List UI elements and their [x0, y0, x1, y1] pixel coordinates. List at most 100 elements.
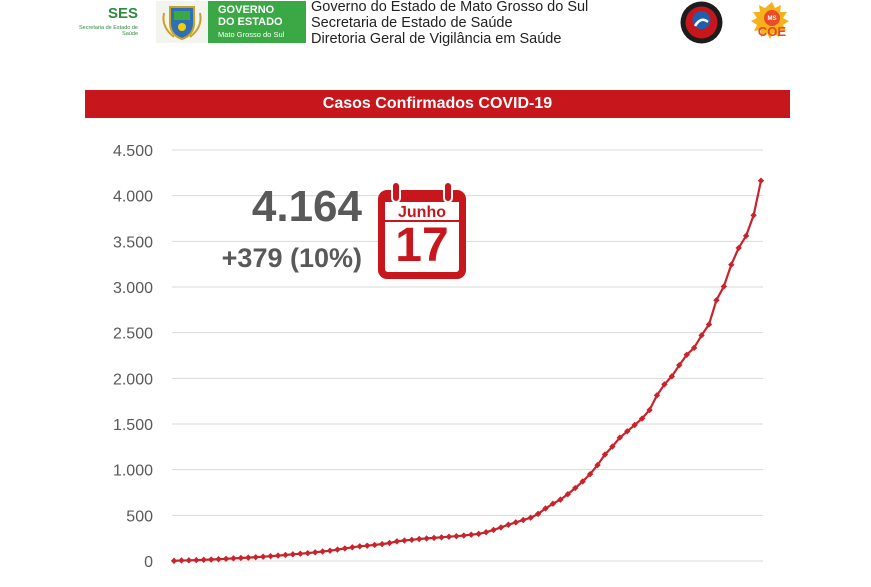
- coe-logo: MS COE: [748, 0, 796, 44]
- health-emblem-icon: [679, 0, 724, 45]
- chart-grid: [172, 149, 763, 562]
- data-point: [720, 283, 728, 290]
- data-point: [267, 552, 274, 560]
- data-point: [423, 535, 430, 542]
- y-axis: 0 500 1.000 1.500 2.000 2.500 3.000 3.500 4.000 4…: [113, 143, 153, 571]
- government-logo: GOVERNO DO ESTADO Mato Grosso do Sul: [156, 1, 306, 43]
- data-point: [341, 545, 349, 552]
- data-point: [445, 533, 453, 540]
- header-text-block: Governo do Estado de Mato Grosso do Sul …: [311, 0, 588, 47]
- data-point: [572, 484, 579, 492]
- data-point: [378, 540, 386, 548]
- data-point: [356, 543, 363, 550]
- data-point: [638, 415, 646, 422]
- data-point: [460, 532, 467, 539]
- data-point: [304, 549, 311, 557]
- data-point: [259, 553, 267, 560]
- data-points: [170, 177, 765, 565]
- data-point: [653, 392, 661, 399]
- data-point: [624, 428, 631, 435]
- data-point: [728, 261, 735, 268]
- data-point: [237, 554, 245, 562]
- data-point: [527, 514, 534, 521]
- data-point: [482, 529, 490, 536]
- data-point: [252, 553, 259, 561]
- data-point: [245, 554, 252, 561]
- gov-label-line1: GOVERNO: [218, 4, 275, 16]
- y-tick-label: 3.500: [113, 234, 153, 251]
- data-point: [512, 519, 519, 526]
- data-point: [334, 546, 341, 553]
- data-point: [750, 212, 757, 219]
- ses-logo-subtitle: Secretaria de Estado de Saúde: [78, 25, 138, 37]
- y-tick-label: 1.000: [113, 463, 153, 480]
- header: SES Secretaria de Estado de Saúde GOVERN…: [0, 0, 871, 50]
- data-point: [676, 361, 683, 369]
- data-point: [170, 557, 178, 565]
- data-point: [705, 321, 713, 328]
- data-point: [557, 496, 564, 503]
- data-point: [215, 555, 222, 563]
- ses-logo-title: SES: [107, 5, 138, 22]
- data-point: [297, 550, 304, 557]
- data-point: [549, 500, 557, 507]
- data-point: [274, 552, 282, 559]
- data-point: [349, 544, 356, 551]
- y-tick-label: 4.000: [113, 189, 153, 206]
- data-point: [311, 549, 319, 556]
- data-point: [690, 344, 698, 352]
- data-point: [326, 547, 334, 554]
- header-line-secretariat: Secretaria de Estado de Saúde: [311, 15, 513, 31]
- coe-small-label: MS: [768, 16, 777, 22]
- data-point: [520, 516, 527, 524]
- data-point: [564, 491, 572, 498]
- data-point: [178, 557, 185, 564]
- y-tick-label: 4.500: [113, 143, 153, 160]
- gov-label-line2: DO ESTADO: [218, 16, 283, 28]
- data-point: [698, 332, 705, 339]
- data-point: [505, 521, 512, 528]
- data-point: [282, 551, 289, 559]
- data-point: [601, 451, 609, 458]
- data-point: [735, 244, 742, 252]
- data-point: [713, 297, 720, 304]
- data-point: [416, 535, 423, 543]
- data-point: [594, 461, 601, 469]
- data-point: [319, 548, 326, 555]
- ses-logo: SES Secretaria de Estado de Saúde: [79, 5, 150, 39]
- data-point: [200, 556, 207, 564]
- y-tick-label: 1.500: [113, 417, 153, 434]
- data-point: [646, 406, 653, 414]
- data-point: [542, 505, 549, 512]
- data-point: [430, 534, 438, 542]
- y-tick-label: 500: [126, 508, 153, 525]
- data-point: [534, 510, 542, 518]
- coe-label: COE: [758, 24, 787, 39]
- data-point: [230, 555, 237, 562]
- data-point: [468, 531, 475, 538]
- data-point: [490, 526, 497, 534]
- data-point: [475, 530, 482, 538]
- data-point: [683, 351, 690, 358]
- data-point: [408, 536, 415, 544]
- calendar-month: Junho: [398, 204, 446, 221]
- data-point: [742, 232, 750, 240]
- data-point: [401, 537, 408, 544]
- daily-increase-value: +379 (10%): [221, 243, 362, 273]
- data-point: [222, 555, 230, 563]
- data-point: [609, 443, 616, 450]
- y-tick-label: 2.500: [113, 326, 153, 343]
- data-point: [616, 434, 624, 441]
- header-line-directorate: Diretoria Geral de Vigilância em Saúde: [311, 31, 562, 47]
- data-point: [453, 532, 460, 540]
- data-point: [363, 542, 371, 549]
- total-cases-value: 4.164: [251, 182, 362, 231]
- y-tick-label: 0: [144, 554, 153, 571]
- government-label-box: GOVERNO DO ESTADO Mato Grosso do Sul: [208, 1, 306, 43]
- data-point: [289, 551, 297, 558]
- data-point: [371, 541, 378, 549]
- data-point: [661, 381, 668, 388]
- data-point: [193, 556, 200, 564]
- data-point: [438, 534, 445, 541]
